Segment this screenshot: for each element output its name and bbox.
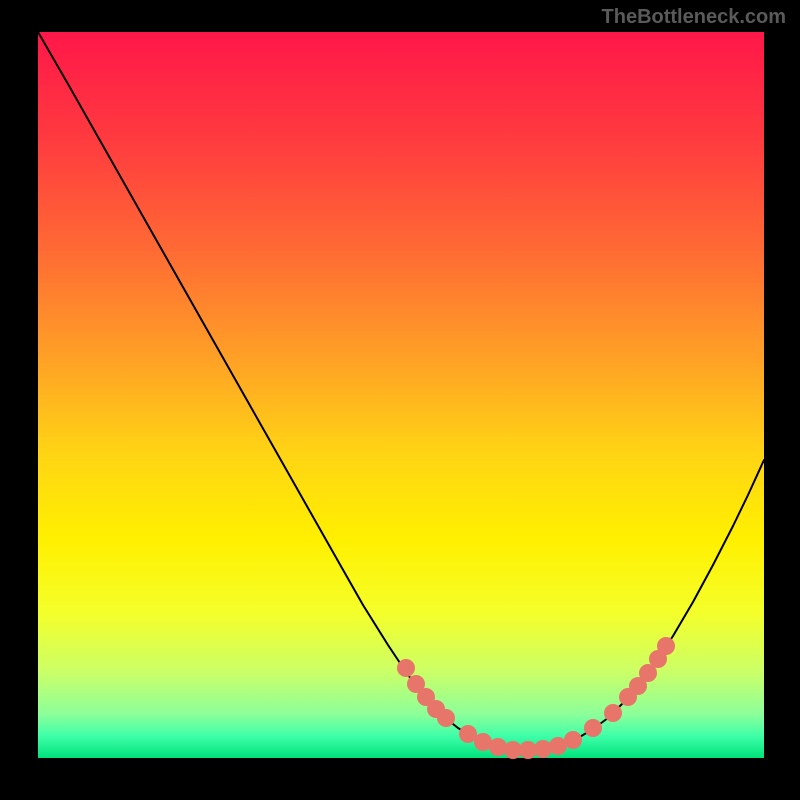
bottleneck-curve [38,32,764,750]
data-marker [489,738,507,756]
data-marker [534,740,552,758]
data-marker [604,704,622,722]
data-marker [397,659,415,677]
data-marker [657,637,675,655]
chart-plot-area [38,32,764,758]
markers-group [397,637,675,759]
chart-curve-layer [38,32,764,758]
watermark-text: TheBottleneck.com [602,6,786,29]
data-marker [437,709,455,727]
data-marker [564,731,582,749]
data-marker [584,719,602,737]
